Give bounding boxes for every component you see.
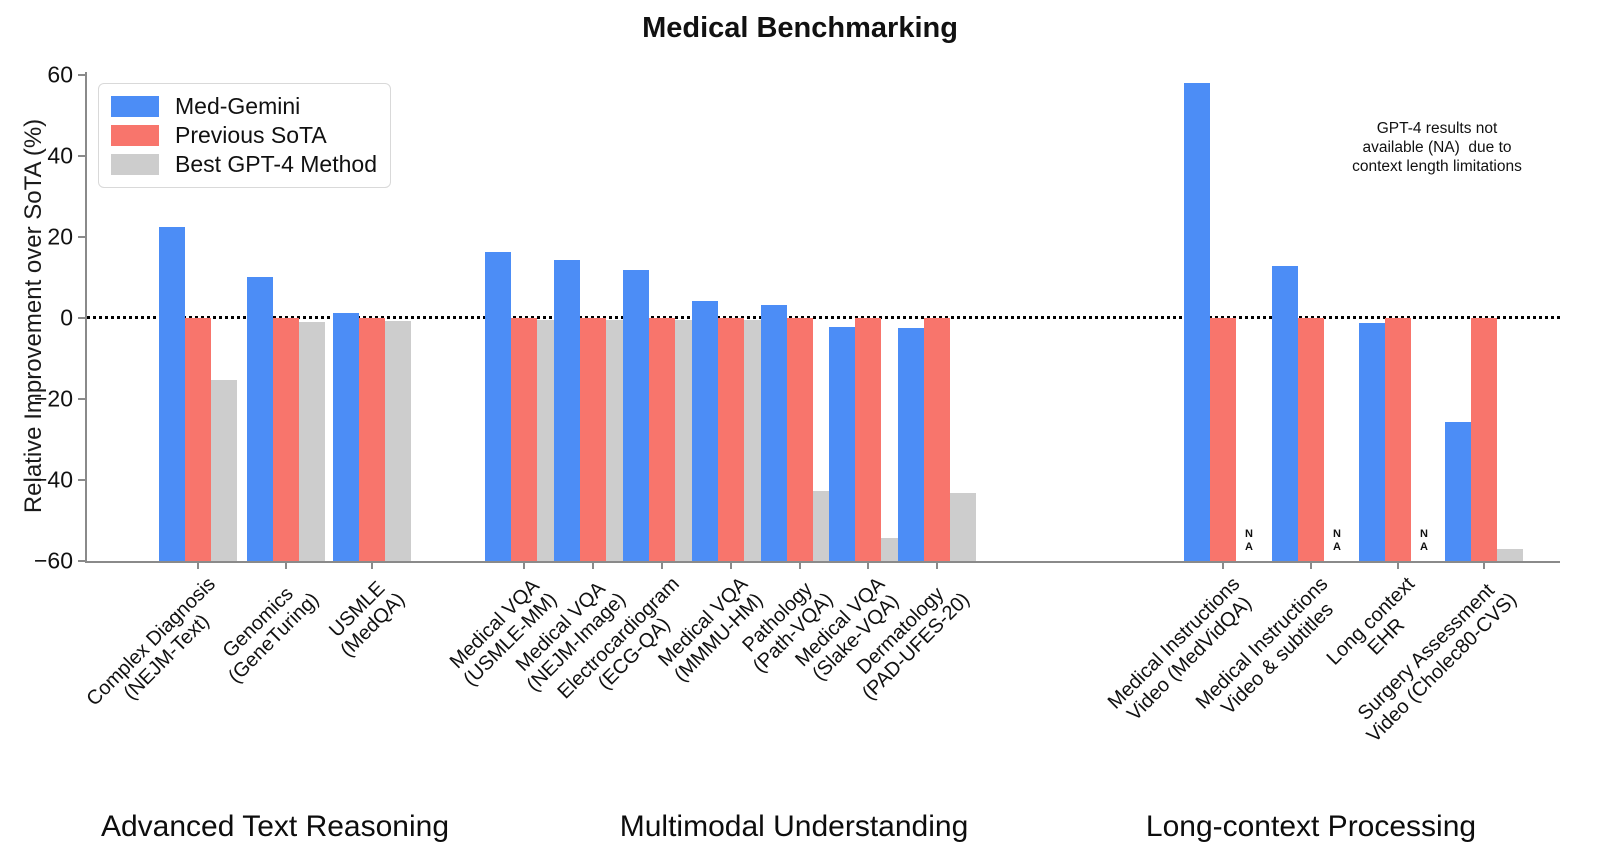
x-tick-label-0: Complex Diagnosis (NEJM-Text): [82, 573, 220, 711]
y-tick-4: [78, 397, 85, 400]
bar-med_gemini-13: [1445, 422, 1471, 561]
bar-med_gemini-0: [159, 226, 185, 561]
na-marker-10: N A: [1245, 528, 1253, 553]
legend-item-0: Med-Gemini: [99, 93, 390, 120]
y-tick-label-3: 0: [60, 304, 73, 331]
legend-swatch-0: [111, 96, 159, 117]
x-tick-5: [661, 563, 663, 569]
bar-previous_sota-12: [1385, 317, 1411, 561]
bar-med_gemini-12: [1359, 323, 1385, 561]
y-axis-label: Relative Improvement over SoTA (%): [20, 118, 47, 514]
legend-item-1: Previous SoTA: [99, 122, 390, 149]
bar-previous_sota-1: [273, 317, 299, 561]
y-tick-label-4: −20: [33, 385, 73, 412]
legend-swatch-1: [111, 125, 159, 146]
na-marker-11: N A: [1333, 528, 1341, 553]
x-tick-label-2: USMLE (MedQA): [324, 577, 410, 662]
legend-label-1: Previous SoTA: [175, 122, 327, 148]
legend-swatch-2: [111, 154, 159, 175]
x-tick-13: [1483, 563, 1485, 569]
bar-gpt4-1: [299, 321, 325, 561]
legend-label-0: Med-Gemini: [175, 93, 301, 119]
x-tick-11: [1310, 563, 1312, 569]
x-tick-12: [1397, 563, 1399, 569]
x-tick-9: [936, 563, 938, 569]
bar-previous_sota-7: [787, 317, 813, 561]
bar-med_gemini-10: [1184, 82, 1210, 561]
x-tick-label-1: Genomics (GeneTuring): [218, 582, 324, 688]
y-tick-1: [78, 154, 85, 157]
bar-med_gemini-5: [623, 270, 649, 561]
y-tick-label-6: −60: [33, 547, 73, 574]
y-tick-label-1: 40: [47, 142, 73, 169]
y-tick-0: [78, 73, 85, 76]
y-tick-2: [78, 235, 85, 238]
bar-previous_sota-2: [359, 317, 385, 561]
bar-med_gemini-7: [761, 304, 787, 561]
y-tick-3: [78, 316, 85, 319]
legend: Med-Gemini Previous SoTA Best GPT-4 Method: [98, 83, 391, 188]
legend-item-2: Best GPT-4 Method: [99, 151, 390, 178]
x-tick-4: [592, 563, 594, 569]
group-title-multimodal-understanding: Multimodal Understanding: [619, 810, 969, 843]
bar-gpt4-13: [1497, 548, 1523, 561]
plot-area: Complex Diagnosis (NEJM-Text) Genomics (G…: [34, 61, 1560, 747]
group-title-long-context-processing: Long-context Processing: [1145, 810, 1477, 843]
bar-previous_sota-4: [580, 317, 606, 561]
legend-label-2: Best GPT-4 Method: [175, 151, 377, 177]
bar-previous_sota-0: [185, 317, 211, 561]
x-tick-7: [799, 563, 801, 569]
bar-med_gemini-8: [829, 326, 855, 561]
group-title-advanced-text-reasoning: Advanced Text Reasoning: [100, 810, 450, 843]
bar-med_gemini-3: [485, 251, 511, 561]
bar-previous_sota-9: [924, 317, 950, 561]
x-tick-1: [285, 563, 287, 569]
bar-med_gemini-9: [898, 328, 924, 561]
x-tick-3: [523, 563, 525, 569]
x-tick-2: [371, 563, 373, 569]
bar-previous_sota-13: [1471, 317, 1497, 561]
bar-med_gemini-11: [1272, 266, 1298, 561]
x-tick-6: [730, 563, 732, 569]
y-tick-label-0: 60: [47, 61, 73, 88]
bar-gpt4-9: [950, 492, 976, 561]
bar-med_gemini-2: [333, 313, 359, 561]
x-tick-8: [867, 563, 869, 569]
bar-med_gemini-4: [554, 259, 580, 561]
bar-previous_sota-3: [511, 317, 537, 561]
bar-gpt4-2: [385, 321, 411, 561]
bar-previous_sota-11: [1298, 317, 1324, 561]
bar-med_gemini-6: [692, 301, 718, 561]
y-tick-label-2: 20: [47, 223, 73, 250]
x-tick-0: [197, 563, 199, 569]
bar-previous_sota-8: [855, 317, 881, 561]
zero-baseline: [87, 316, 1560, 320]
na-marker-12: N A: [1420, 528, 1428, 553]
bar-gpt4-0: [211, 379, 237, 561]
bar-med_gemini-1: [247, 277, 273, 561]
y-tick-6: [78, 560, 85, 562]
bar-previous_sota-10: [1210, 317, 1236, 561]
x-tick-10: [1222, 563, 1224, 569]
bar-previous_sota-6: [718, 317, 744, 561]
y-tick-5: [78, 478, 85, 481]
gpt4-na-annotation: GPT-4 results not available (NA) due to …: [1352, 120, 1522, 175]
chart-title: Medical Benchmarking: [642, 12, 958, 44]
y-tick-label-5: −40: [33, 466, 73, 493]
bar-previous_sota-5: [649, 317, 675, 561]
